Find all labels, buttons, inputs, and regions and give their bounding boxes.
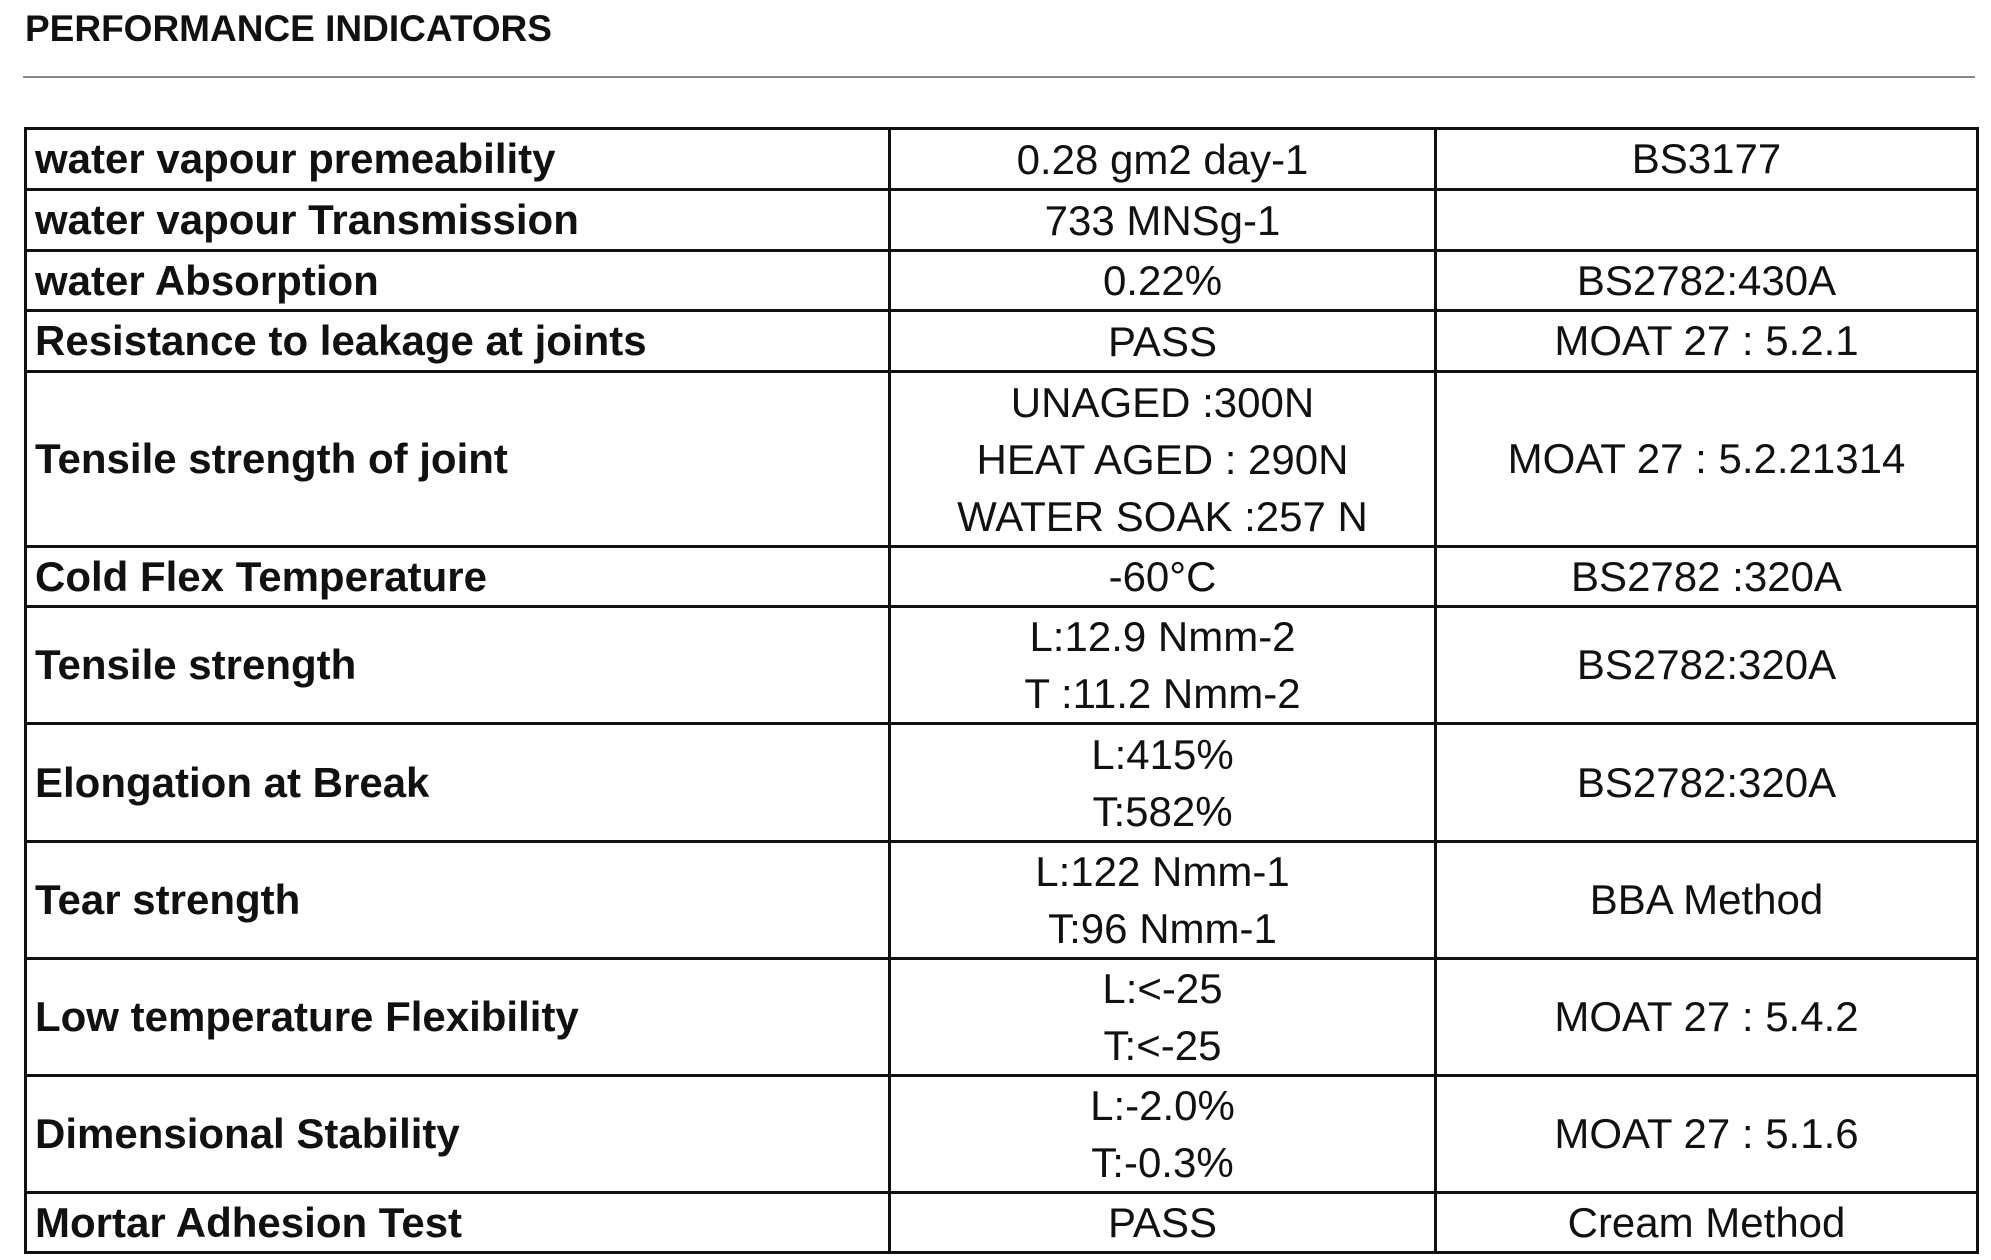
value-line: L:-2.0%: [1090, 1082, 1235, 1129]
table-row: Resistance to leakage at joints PASS MOAT …: [24, 309, 1979, 373]
value-line: L:12.9 Nmm-2: [1029, 613, 1296, 660]
table-row: Elongation at Break L:415% T:582% BS2782:32…: [24, 722, 1979, 843]
indicator-name: Low temperature Flexibility: [24, 957, 891, 1077]
value-line: UNAGED :300N: [1010, 378, 1315, 426]
value-line: WATER SOAK :257 N: [957, 492, 1368, 540]
test-method: BS2782:320A: [1434, 605, 1979, 725]
test-method: MOAT 27 : 5.1.6: [1434, 1074, 1979, 1194]
value-line: HEAT AGED : 290N: [976, 435, 1349, 483]
indicator-name: Mortar Adhesion Test: [24, 1191, 891, 1254]
test-method: MOAT 27 : 5.2.1: [1434, 309, 1979, 373]
table-row: Tensile strength of joint UNAGED :300N HEA…: [24, 370, 1979, 548]
indicator-name: Tensile strength of joint: [24, 370, 891, 548]
table-row: Tear strength L:122 Nmm-1 T:96 Nmm-1 BBA Me…: [24, 840, 1979, 960]
value-line: T:<-25: [1103, 1022, 1222, 1069]
value-line: T :11.2 Nmm-2: [1024, 670, 1301, 717]
indicator-name: Elongation at Break: [24, 722, 891, 843]
value-line: 0.28 gm2 day-1: [1016, 135, 1309, 183]
table-row: Tensile strength L:12.9 Nmm-2 T :11.2 Nmm-…: [24, 605, 1979, 725]
indicator-value: UNAGED :300N HEAT AGED : 290N WATER SOAK :…: [888, 370, 1437, 548]
indicator-value: L:12.9 Nmm-2 T :11.2 Nmm-2: [888, 605, 1437, 725]
indicator-name: Resistance to leakage at joints: [24, 309, 891, 373]
indicator-name: water vapour premeability: [24, 127, 891, 191]
indicator-name: water vapour Transmission: [24, 188, 891, 252]
value-line: 733 MNSg-1: [1044, 196, 1281, 244]
test-method: BS2782:430A: [1434, 249, 1979, 312]
value-line: PASS: [1108, 1199, 1217, 1246]
test-method: BBA Method: [1434, 840, 1979, 960]
indicator-value: L:415% T:582%: [888, 722, 1437, 843]
test-method: [1434, 188, 1979, 252]
indicator-value: L:122 Nmm-1 T:96 Nmm-1: [888, 840, 1437, 960]
test-method: BS2782 :320A: [1434, 545, 1979, 608]
indicator-name: Dimensional Stability: [24, 1074, 891, 1194]
test-method: BS2782:320A: [1434, 722, 1979, 843]
indicator-value: -60°C: [888, 545, 1437, 608]
test-method: Cream Method: [1434, 1191, 1979, 1254]
indicator-value: L:-2.0% T:-0.3%: [888, 1074, 1437, 1194]
table-row: water Absorption 0.22% BS2782:430A: [24, 249, 1979, 312]
indicator-name: water Absorption: [24, 249, 891, 312]
value-line: -60°C: [1108, 553, 1217, 600]
value-line: T:96 Nmm-1: [1048, 905, 1277, 952]
indicator-value: PASS: [888, 309, 1437, 373]
table-row: Dimensional Stability L:-2.0% T:-0.3% MOAT …: [24, 1074, 1979, 1194]
table-row: Low temperature Flexibility L:<-25 T:<-25 M…: [24, 957, 1979, 1077]
value-line: T:582%: [1092, 787, 1233, 835]
divider: [23, 76, 1975, 78]
value-line: L:122 Nmm-1: [1035, 848, 1290, 895]
value-line: PASS: [1108, 317, 1217, 365]
performance-table: water vapour premeability 0.28 gm2 day-1 B…: [24, 127, 1979, 1254]
value-line: L:415%: [1091, 730, 1234, 778]
test-method: BS3177: [1434, 127, 1979, 191]
indicator-name: Tensile strength: [24, 605, 891, 725]
value-line: T:-0.3%: [1091, 1139, 1234, 1186]
section-title: PERFORMANCE INDICATORS: [25, 8, 552, 49]
table-row: water vapour Transmission 733 MNSg-1: [24, 188, 1979, 252]
indicator-value: 0.22%: [888, 249, 1437, 312]
test-method: MOAT 27 : 5.2.21314: [1434, 370, 1979, 548]
indicator-name: Cold Flex Temperature: [24, 545, 891, 608]
indicator-name: Tear strength: [24, 840, 891, 960]
test-method: MOAT 27 : 5.4.2: [1434, 957, 1979, 1077]
indicator-value: 733 MNSg-1: [888, 188, 1437, 252]
table-row: Mortar Adhesion Test PASS Cream Method: [24, 1191, 1979, 1254]
table-row: Cold Flex Temperature -60°C BS2782 :320A: [24, 545, 1979, 608]
indicator-value: L:<-25 T:<-25: [888, 957, 1437, 1077]
indicator-value: 0.28 gm2 day-1: [888, 127, 1437, 191]
indicator-value: PASS: [888, 1191, 1437, 1254]
value-line: 0.22%: [1102, 257, 1223, 304]
table-row: water vapour premeability 0.28 gm2 day-1 B…: [24, 127, 1979, 191]
value-line: L:<-25: [1102, 965, 1223, 1012]
